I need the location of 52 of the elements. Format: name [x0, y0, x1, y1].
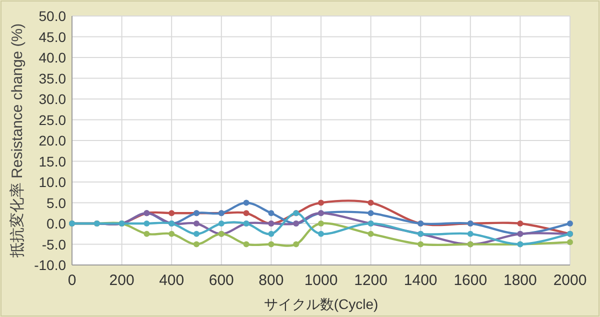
- point: [168, 230, 175, 237]
- point: [368, 230, 374, 237]
- point: [368, 210, 374, 216]
- y-axis-title: 抵抗変化率 Resistance change (%): [9, 23, 26, 259]
- point: [268, 230, 274, 237]
- point: [467, 230, 474, 237]
- point: [318, 200, 324, 206]
- x-tick-label: 0: [68, 272, 76, 289]
- x-tick-label: 200: [109, 272, 134, 289]
- y-tick-label: 25.0: [38, 112, 66, 128]
- x-tick-label: 1200: [354, 272, 388, 289]
- point: [418, 241, 424, 248]
- point: [194, 241, 200, 248]
- point: [567, 220, 573, 226]
- point: [243, 241, 250, 248]
- point: [517, 220, 524, 226]
- point: [243, 200, 250, 206]
- x-tick-label: 1600: [454, 272, 488, 289]
- y-tick-label: -5.0: [42, 236, 66, 252]
- y-tick-label: 30.0: [38, 91, 66, 107]
- x-tick-label: 400: [159, 272, 184, 289]
- x-tick-label: 2000: [553, 272, 587, 289]
- point: [268, 210, 274, 216]
- point: [567, 239, 573, 246]
- x-tick-label: 600: [208, 272, 234, 289]
- x-tick-label: 800: [258, 272, 284, 289]
- y-tick-label: 40.0: [38, 50, 66, 66]
- y-tick-label: 20.0: [38, 132, 66, 148]
- point: [243, 210, 250, 216]
- point: [144, 220, 150, 226]
- point: [194, 220, 200, 226]
- point: [318, 220, 324, 226]
- point: [144, 230, 150, 237]
- y-tick-label: 0.0: [46, 216, 66, 232]
- point: [368, 200, 374, 206]
- point: [194, 230, 200, 237]
- x-axis-title: サイクル数(Cycle): [264, 296, 378, 312]
- point: [218, 220, 224, 226]
- point: [268, 241, 274, 248]
- y-tick-label: 10.0: [38, 174, 66, 190]
- x-tick-label: 1000: [304, 272, 338, 289]
- y-tick-label: 35.0: [38, 70, 66, 86]
- x-tick-label: 1800: [504, 272, 537, 289]
- y-tick-label: -10.0: [34, 257, 66, 273]
- y-tick-label: 5.0: [46, 194, 66, 211]
- y-tick-label: 50.0: [38, 8, 66, 24]
- point: [293, 241, 300, 248]
- point: [318, 230, 324, 237]
- y-tick-label: 45.0: [38, 28, 66, 45]
- x-tick-label: 1400: [404, 272, 438, 289]
- y-tick-label: 15.0: [38, 153, 66, 170]
- point: [168, 210, 175, 216]
